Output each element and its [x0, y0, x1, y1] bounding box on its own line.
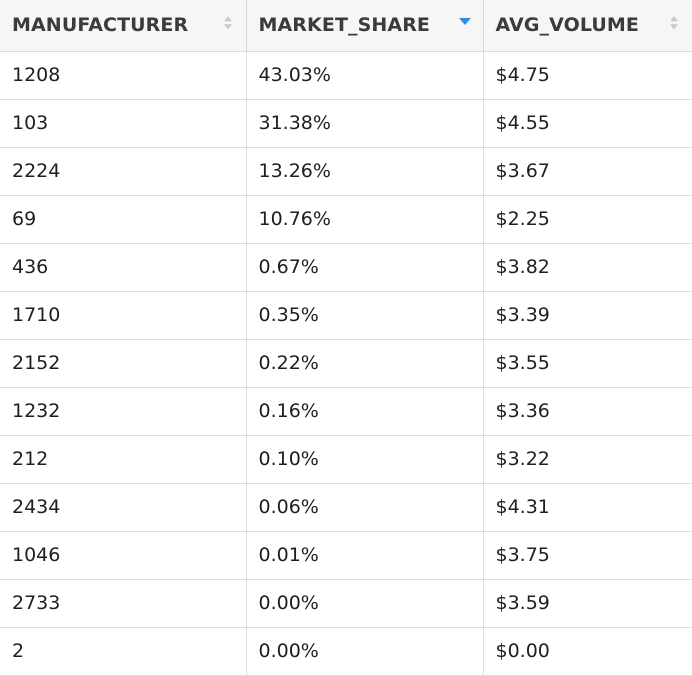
market-share-cell: 31.38% [245, 98, 484, 148]
table-row[interactable]: 2434 0.06% $4.31 [0, 482, 692, 532]
table-row[interactable]: 103 31.38% $4.55 [0, 98, 692, 148]
avg-volume-cell: $3.39 [482, 290, 692, 340]
table-row[interactable]: 436 0.67% $3.82 [0, 242, 692, 292]
avg-volume-cell: $0.00 [482, 626, 692, 676]
avg-volume-cell: $3.75 [482, 530, 692, 580]
column-header-label: MANUFACTURER [12, 14, 189, 37]
sort-unsorted-icon[interactable] [670, 16, 680, 32]
avg-volume-cell: $2.25 [482, 194, 692, 244]
avg-volume-cell: $3.59 [482, 578, 692, 628]
market-share-cell: 0.01% [245, 530, 484, 580]
manufacturer-cell: 2152 [0, 338, 247, 388]
market-share-cell: 10.76% [245, 194, 484, 244]
column-header-label: AVG_VOLUME [495, 14, 639, 37]
manufacturer-cell: 2224 [0, 146, 247, 196]
header-row: MANUFACTURER MARKET_SHARE AVG_VOLUME [0, 0, 692, 52]
avg-volume-cell: $3.22 [482, 434, 692, 484]
avg-volume-cell: $3.67 [482, 146, 692, 196]
table-row[interactable]: 212 0.10% $3.22 [0, 434, 692, 484]
market-share-cell: 0.06% [245, 482, 484, 532]
table-row[interactable]: 1208 43.03% $4.75 [0, 50, 692, 100]
market-share-cell: 0.00% [245, 626, 484, 676]
table-row[interactable]: 1710 0.35% $3.39 [0, 290, 692, 340]
manufacturer-cell: 1232 [0, 386, 247, 436]
table-row[interactable]: 2733 0.00% $3.59 [0, 578, 692, 628]
market-share-cell: 0.22% [245, 338, 484, 388]
table-row[interactable]: 69 10.76% $2.25 [0, 194, 692, 244]
manufacturer-cell: 103 [0, 98, 247, 148]
manufacturer-cell: 69 [0, 194, 247, 244]
avg-volume-cell: $4.31 [482, 482, 692, 532]
market-share-cell: 13.26% [245, 146, 484, 196]
column-header-label: MARKET_SHARE [258, 14, 431, 37]
manufacturer-cell: 436 [0, 242, 247, 292]
manufacturer-cell: 2434 [0, 482, 247, 532]
manufacturer-cell: 1208 [0, 50, 247, 100]
market-share-cell: 0.10% [245, 434, 484, 484]
manufacturer-cell: 1710 [0, 290, 247, 340]
column-header-manufacturer[interactable]: MANUFACTURER [0, 0, 247, 52]
table-body: 1208 43.03% $4.75 103 31.38% $4.55 2224 13.26% $… [0, 50, 692, 676]
avg-volume-cell: $3.36 [482, 386, 692, 436]
market-share-cell: 0.35% [245, 290, 484, 340]
market-share-cell: 0.16% [245, 386, 484, 436]
market-share-cell: 0.00% [245, 578, 484, 628]
manufacturer-cell: 212 [0, 434, 247, 484]
avg-volume-cell: $4.75 [482, 50, 692, 100]
table-row[interactable]: 2152 0.22% $3.55 [0, 338, 692, 388]
table-row[interactable]: 2224 13.26% $3.67 [0, 146, 692, 196]
avg-volume-cell: $3.82 [482, 242, 692, 292]
sort-unsorted-icon[interactable] [223, 16, 234, 32]
avg-volume-cell: $3.55 [482, 338, 692, 388]
table-header: MANUFACTURER MARKET_SHARE AVG_VOLUME [0, 0, 692, 52]
manufacturer-cell: 2 [0, 626, 247, 676]
market-share-cell: 43.03% [245, 50, 484, 100]
market-share-cell: 0.67% [245, 242, 484, 292]
manufacturer-cell: 2733 [0, 578, 247, 628]
table-row[interactable]: 2 0.00% $0.00 [0, 626, 692, 676]
table-row[interactable]: 1046 0.01% $3.75 [0, 530, 692, 580]
column-header-avg-volume[interactable]: AVG_VOLUME [482, 0, 692, 52]
avg-volume-cell: $4.55 [482, 98, 692, 148]
column-header-market-share[interactable]: MARKET_SHARE [245, 0, 484, 52]
sort-descending-icon[interactable] [458, 18, 471, 25]
manufacturer-cell: 1046 [0, 530, 247, 580]
table-row[interactable]: 1232 0.16% $3.36 [0, 386, 692, 436]
